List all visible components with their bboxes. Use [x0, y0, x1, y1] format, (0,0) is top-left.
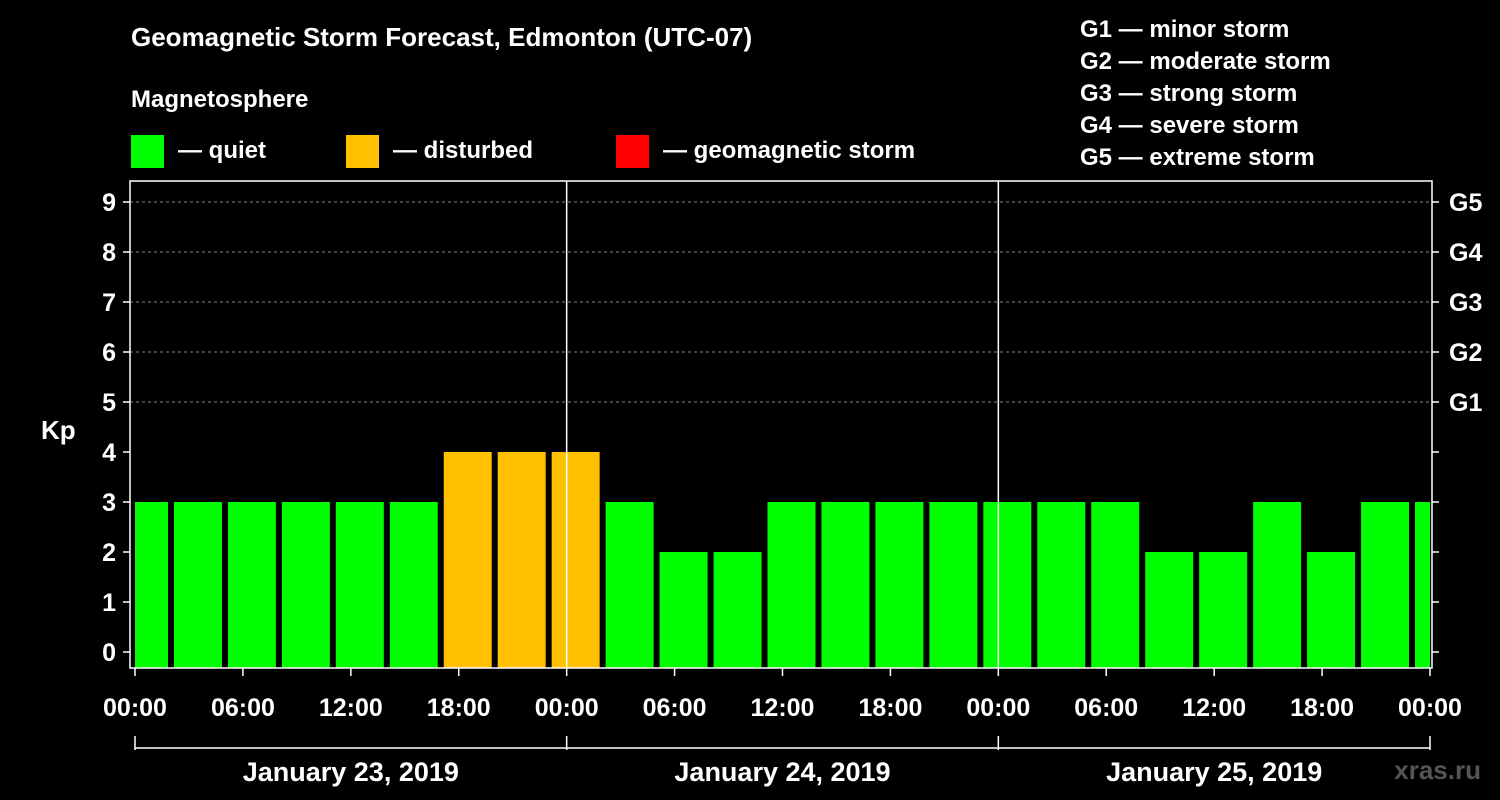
storm-axis: G1 G2 G3 G4 G5	[1432, 189, 1482, 653]
x-tick-label-10: 12:00	[1182, 694, 1246, 722]
bar-5	[389, 502, 438, 668]
storm-scale-g2: G2 — moderate storm	[1080, 48, 1331, 75]
y-tick-label-5: 5	[102, 389, 116, 417]
storm-scale-legend: G1 — minor storm G2 — moderate storm G3 …	[1080, 14, 1331, 174]
storm-level-label-G3: G3	[1449, 289, 1482, 317]
legend-item-storm: — geomagnetic storm	[616, 134, 915, 168]
y-tick-label-1: 1	[102, 589, 116, 617]
storm-scale-g5: G5 — extreme storm	[1080, 144, 1315, 171]
legend-label-disturbed: — disturbed	[393, 137, 534, 164]
bar-18	[1091, 502, 1140, 668]
x-tick-label-6: 12:00	[751, 694, 815, 722]
bar-23	[1361, 502, 1410, 668]
legend-label-storm: — geomagnetic storm	[663, 137, 916, 164]
bar-7	[497, 452, 546, 668]
storm-level-label-G1: G1	[1449, 389, 1482, 417]
day-label-1: January 24, 2019	[674, 757, 890, 787]
bar-13	[821, 502, 870, 668]
x-axis: 00:00 06:00 12:00 18:00 00:00 06:00 12:00 18:00…	[103, 668, 1462, 787]
y-tick-label-4: 4	[102, 439, 116, 467]
legend-item-quiet: — quiet	[131, 134, 266, 168]
y-tick-label-9: 9	[102, 189, 116, 217]
bar-20	[1199, 552, 1248, 668]
bar-22	[1307, 552, 1356, 668]
x-tick-label-12: 00:00	[1398, 694, 1462, 722]
y-tick-label-8: 8	[102, 239, 116, 267]
bar-19	[1145, 552, 1194, 668]
y-tick-label-6: 6	[102, 339, 116, 367]
grid-lines	[130, 201, 1432, 403]
watermark: xras.ru	[1394, 755, 1481, 785]
legend-swatch-disturbed	[346, 134, 379, 168]
legend-swatch-storm	[616, 134, 649, 168]
x-tick-label-9: 06:00	[1074, 694, 1138, 722]
x-tick-label-11: 18:00	[1290, 694, 1354, 722]
chart-subtitle: Magnetosphere	[131, 86, 309, 113]
x-tick-label-3: 18:00	[427, 694, 491, 722]
x-tick-label-8: 00:00	[966, 694, 1030, 722]
legend-item-disturbed: — disturbed	[346, 134, 533, 168]
legend-swatch-quiet	[131, 134, 164, 168]
storm-scale-g4: G4 — severe storm	[1080, 112, 1299, 139]
bar-3	[281, 502, 330, 668]
x-tick-label-1: 06:00	[211, 694, 275, 722]
day-label-0: January 23, 2019	[243, 757, 459, 787]
bar-0	[135, 502, 168, 668]
bar-9	[605, 502, 654, 668]
bar-1	[173, 502, 222, 668]
storm-level-label-G2: G2	[1449, 339, 1482, 367]
y-tick-label-2: 2	[102, 539, 116, 567]
bar-16	[983, 502, 1032, 668]
plot-border	[129, 180, 1433, 669]
x-tick-label-4: 00:00	[535, 694, 599, 722]
bar-4	[335, 502, 384, 668]
storm-scale-g3: G3 — strong storm	[1080, 80, 1298, 107]
y-axis: 0 1 2 3 4 5 6 7 8 9	[102, 189, 130, 667]
bar-14	[875, 502, 924, 668]
storm-level-label-G4: G4	[1449, 239, 1482, 267]
x-tick-label-7: 18:00	[858, 694, 922, 722]
bar-12	[767, 502, 816, 668]
legend-label-quiet: — quiet	[178, 137, 266, 164]
day-label-2: January 25, 2019	[1106, 757, 1322, 787]
bar-15	[929, 502, 978, 668]
bar-8	[551, 452, 600, 668]
chart-title: Geomagnetic Storm Forecast, Edmonton (UT…	[131, 22, 753, 52]
bar-11	[713, 552, 762, 668]
y-tick-label-3: 3	[102, 489, 116, 517]
storm-scale-g1: G1 — minor storm	[1080, 16, 1290, 43]
x-tick-label-5: 06:00	[643, 694, 707, 722]
bar-10	[659, 552, 708, 668]
y-tick-label-7: 7	[102, 289, 116, 317]
x-tick-label-0: 00:00	[103, 694, 167, 722]
plot-frame	[129, 180, 1433, 669]
y-tick-label-0: 0	[102, 639, 116, 667]
y-axis-label: Kp	[41, 415, 76, 445]
bar-2	[227, 502, 276, 668]
storm-level-label-G5: G5	[1449, 189, 1482, 217]
x-tick-label-2: 12:00	[319, 694, 383, 722]
bar-series	[135, 452, 1430, 668]
bar-24	[1415, 502, 1430, 668]
bar-17	[1037, 502, 1086, 668]
bar-6	[443, 452, 492, 668]
bar-21	[1253, 502, 1302, 668]
